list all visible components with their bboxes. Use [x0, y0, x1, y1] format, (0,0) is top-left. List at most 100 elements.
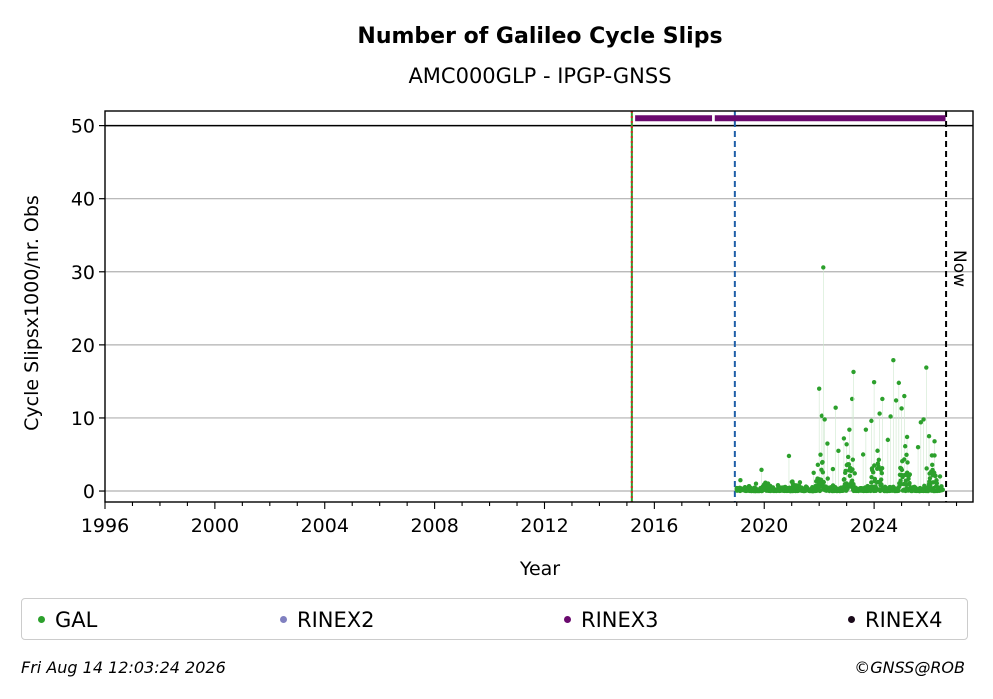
legend-marker-rinex2 [280, 615, 287, 623]
gal-point-cluster [842, 477, 847, 482]
footer-timestamp: Fri Aug 14 12:03:24 2026 [21, 658, 226, 677]
gal-point-13 [825, 441, 830, 446]
x-tick-label-2008: 2008 [410, 515, 458, 537]
gal-point-42 [937, 474, 943, 479]
gal-point-8 [811, 470, 816, 475]
gal-point-21 [851, 369, 856, 375]
gal-point-27 [880, 396, 885, 402]
y-tick-label-10: 10 [71, 408, 95, 430]
legend-label-rinex2: RINEX2 [297, 608, 375, 632]
legend-label-rinex4: RINEX4 [865, 608, 943, 632]
legend-label-rinex3: RINEX3 [581, 608, 659, 632]
gal-point-cluster [907, 472, 913, 477]
x-tick-label-2000: 2000 [191, 515, 239, 537]
legend: GAL RINEX2 RINEX3 RINEX4 [21, 598, 968, 640]
gal-point-cluster [821, 479, 826, 485]
gal-point-11 [821, 265, 826, 270]
gal-point-35 [904, 434, 910, 440]
gal-point-cluster [815, 462, 821, 468]
gal-point-15 [833, 405, 838, 410]
gal-point-37 [918, 420, 924, 425]
gal-point-cluster [904, 452, 909, 457]
now-label: Now [949, 250, 969, 287]
gal-point-cluster [879, 466, 885, 471]
gal-point-cluster [924, 466, 929, 471]
gal-point-cluster [879, 471, 885, 476]
gal-point-17 [841, 436, 847, 441]
gal-point-cluster [933, 473, 938, 478]
x-tick-label-2012: 2012 [520, 515, 568, 537]
gal-point-cluster [876, 457, 882, 462]
gal-point-cluster [898, 478, 903, 483]
gal-point-cluster [872, 476, 878, 482]
y-tick-label-50: 50 [71, 116, 95, 138]
gal-point-41 [932, 439, 937, 444]
gal-point-cluster [896, 488, 901, 493]
gal-point-28 [885, 437, 891, 443]
gal-point-40 [926, 434, 932, 439]
gal-point-33 [899, 406, 904, 411]
gal-point-cluster [820, 459, 825, 465]
gal-point-22 [860, 452, 866, 457]
x-tick-label-2004: 2004 [301, 515, 349, 537]
legend-marker-gal [38, 615, 45, 623]
gal-point-38 [921, 417, 926, 422]
gal-point-29 [888, 414, 893, 419]
gal-point-3 [759, 467, 764, 473]
gal-point-cluster [872, 463, 877, 468]
gal-point-cluster [817, 488, 823, 494]
y-tick-label-30: 30 [71, 262, 95, 284]
x-axis-label: Year [519, 558, 560, 580]
gal-point-14 [830, 466, 836, 472]
gal-point-7 [797, 480, 803, 485]
gal-point-9 [816, 386, 822, 391]
chart-title: Number of Galileo Cycle Slips [357, 24, 722, 49]
legend-item-rinex2: RINEX2 [280, 609, 375, 631]
gal-point-31 [893, 398, 899, 403]
gal-point-cluster [902, 457, 907, 462]
gal-point-36 [915, 444, 921, 450]
gal-point-cluster [932, 453, 937, 458]
plot-frame [104, 110, 974, 503]
legend-label-gal: GAL [55, 608, 98, 632]
gal-point-cluster [849, 478, 855, 483]
legend-marker-rinex3 [564, 615, 571, 623]
gal-point-6 [786, 453, 792, 459]
gal-point-cluster [847, 473, 853, 479]
gal-point-cluster [850, 457, 855, 462]
gal-point-cluster [878, 477, 884, 482]
y-tick-label-0: 0 [83, 481, 95, 503]
gal-point-cluster [845, 454, 851, 460]
legend-item-gal: GAL [38, 609, 97, 631]
gal-point-34 [902, 393, 907, 399]
gal-point-cluster [934, 481, 940, 486]
gal-point-cluster [907, 480, 912, 486]
gal-point-cluster [818, 452, 823, 457]
x-tick-label-2024: 2024 [850, 515, 898, 537]
gal-point-cluster [869, 474, 874, 480]
x-tick-label-2016: 2016 [630, 515, 678, 537]
gal-point-cluster [905, 460, 910, 465]
gal-point-cluster [869, 480, 874, 485]
chart-subtitle: AMC000GLP - IPGP-GNSS [408, 64, 671, 88]
y-axis-label: Cycle Slipsx1000/nr. Obs [21, 195, 43, 431]
gal-point-cluster [899, 467, 905, 473]
gal-point-26 [877, 411, 882, 416]
gal-point-12 [822, 417, 827, 422]
x-tick-label-1996: 1996 [81, 515, 129, 537]
gal-point-cluster [903, 444, 908, 449]
gal-point-cluster [738, 478, 743, 483]
gal-point-cluster [879, 482, 884, 487]
gal-point-cluster [825, 476, 830, 481]
gal-point-24 [869, 418, 874, 424]
gal-point-cluster [846, 462, 852, 467]
gal-point-30 [891, 358, 896, 363]
gal-point-2 [753, 481, 759, 486]
gal-point-23 [863, 427, 869, 432]
x-tick-label-2020: 2020 [740, 515, 788, 537]
y-tick-label-40: 40 [71, 189, 95, 211]
y-tick-label-20: 20 [71, 335, 95, 357]
gal-point-39 [924, 365, 929, 370]
plot-area: 0 10 20 30 40 50 1996 2000 2004 2008 2012 2016 2020 2… [71, 110, 974, 537]
